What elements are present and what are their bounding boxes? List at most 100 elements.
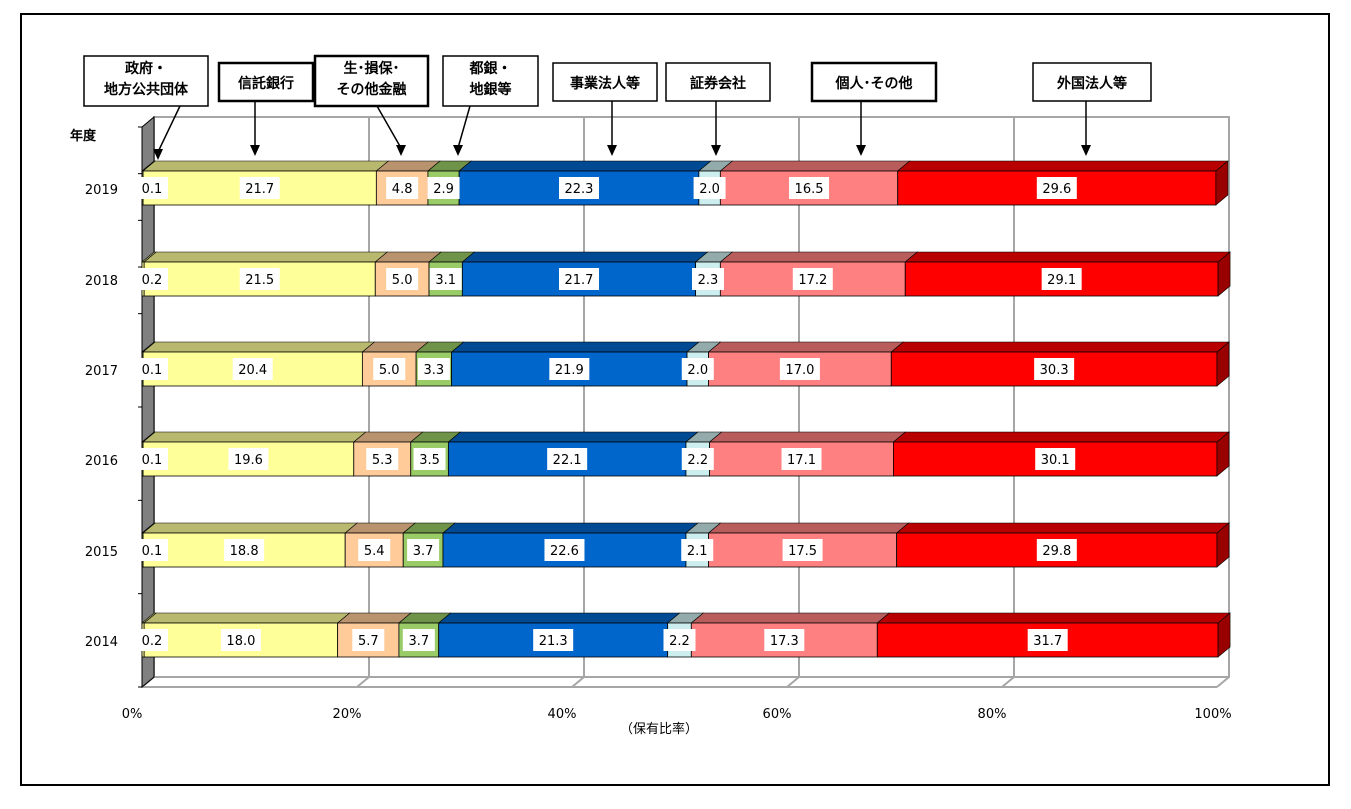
value-label-text: 29.6 <box>1042 182 1071 197</box>
value-label: 0.2 <box>136 629 168 651</box>
value-label: 3.7 <box>407 539 440 561</box>
bar-end-face <box>1216 431 1230 477</box>
value-label: 22.1 <box>547 448 588 470</box>
floor-gridline-20 <box>356 676 370 688</box>
value-label-box <box>533 629 574 651</box>
value-label-text: 5.3 <box>372 453 393 468</box>
value-label: 2.2 <box>663 629 696 651</box>
x-tick-label: 40% <box>548 707 577 722</box>
bar-top-face <box>142 160 390 172</box>
value-label-text: 4.8 <box>392 182 413 197</box>
floor-gridline-40 <box>571 676 585 688</box>
value-label: 17.0 <box>779 358 820 380</box>
bar-segment <box>142 170 377 206</box>
value-label-text: 3.7 <box>408 634 429 649</box>
value-label-box <box>232 358 273 380</box>
value-label-text: 21.9 <box>555 363 584 378</box>
value-label-box <box>136 629 168 651</box>
value-label: 3.7 <box>402 629 435 651</box>
value-label-text: 0.2 <box>142 634 163 649</box>
value-label-text: 20.4 <box>238 363 267 378</box>
value-label-box <box>781 448 822 470</box>
value-label-box <box>1034 358 1075 380</box>
value-label-text: 21.5 <box>245 273 274 288</box>
value-label: 5.3 <box>366 448 399 470</box>
legend-item: 政府・地方公共団体 <box>83 55 209 160</box>
value-label-box <box>136 539 168 561</box>
value-label: 5.0 <box>373 358 406 380</box>
bar-top-face <box>461 251 709 263</box>
value-label-text: 21.7 <box>245 182 274 197</box>
category-label: 2014 <box>85 635 118 650</box>
value-label-box <box>693 177 726 199</box>
value-label: 5.7 <box>352 629 385 651</box>
value-label: 5.0 <box>386 268 419 290</box>
value-label-text: 0.1 <box>142 453 163 468</box>
chart-frame: 2019 0.1 21.7 4.8 2.9 22.3 2.0 16.5 29.6 2018 0.2 2… <box>20 13 1330 786</box>
legend-label: 証券会社 <box>690 75 746 92</box>
value-label-text: 5.0 <box>379 363 400 378</box>
x-tick-label: 0% <box>122 707 143 722</box>
legend-label: 政府・ <box>125 60 167 77</box>
bar-top-face <box>458 160 712 172</box>
legend-arrow-head <box>453 145 463 156</box>
x-tick-label: 20% <box>333 707 362 722</box>
value-label: 22.3 <box>558 177 599 199</box>
legend-label: 都銀・ <box>469 60 512 77</box>
value-label: 17.2 <box>792 268 833 290</box>
x-tick-label: 80% <box>978 707 1007 722</box>
value-label-text: 22.6 <box>550 544 579 559</box>
bar-top-face <box>447 431 699 443</box>
value-label-box <box>239 177 280 199</box>
value-label-text: 17.1 <box>787 453 816 468</box>
value-label-text: 2.0 <box>687 363 708 378</box>
bar-top-face <box>892 431 1230 443</box>
value-label-box <box>544 539 585 561</box>
value-label-text: 19.6 <box>234 453 263 468</box>
value-label-text: 17.2 <box>798 273 827 288</box>
legend-label: その他金融 <box>337 81 407 98</box>
value-label: 22.6 <box>544 539 585 561</box>
bar-top-face <box>896 160 1229 172</box>
value-label-text: 5.0 <box>392 273 413 288</box>
value-label-text: 16.5 <box>795 182 824 197</box>
value-label: 0.1 <box>136 177 168 199</box>
bar-end-face <box>1217 251 1231 297</box>
floor-gridline-60 <box>786 676 800 688</box>
value-label-text: 2.2 <box>687 453 708 468</box>
value-label-text: 5.4 <box>364 544 385 559</box>
value-label-text: 5.7 <box>358 634 379 649</box>
legend-arrow-head <box>396 145 406 156</box>
category-label: 2016 <box>85 454 118 469</box>
bar-top-face <box>708 431 907 443</box>
value-label-text: 0.1 <box>142 182 163 197</box>
value-label: 16.5 <box>789 177 830 199</box>
value-label: 2.0 <box>681 358 714 380</box>
legend-arrow-head <box>153 149 163 160</box>
value-label-text: 0.2 <box>142 273 163 288</box>
value-label-box <box>558 268 599 290</box>
legend-box <box>442 55 539 107</box>
x-axis-title: （保有比率） <box>620 721 698 737</box>
value-label: 2.1 <box>681 539 714 561</box>
value-label-box <box>220 629 261 651</box>
value-label-box <box>681 448 714 470</box>
legend-item: 外国法人等 <box>1032 62 1152 156</box>
legend-arrow-line <box>376 105 402 149</box>
value-label: 30.1 <box>1035 448 1076 470</box>
legend-arrow-head <box>856 145 866 156</box>
bar-top-face <box>895 522 1230 534</box>
value-label-box <box>427 177 460 199</box>
value-label-box <box>407 539 440 561</box>
value-label: 2.2 <box>681 448 714 470</box>
value-label: 2.9 <box>427 177 460 199</box>
x-tick-label: 100% <box>1194 707 1231 722</box>
value-label-box <box>402 629 435 651</box>
value-label: 0.2 <box>136 268 168 290</box>
value-label-box <box>358 539 391 561</box>
value-label-box <box>136 448 168 470</box>
value-label-box <box>228 448 269 470</box>
value-label: 21.9 <box>549 358 590 380</box>
value-label-text: 21.7 <box>565 273 594 288</box>
value-label-box <box>1035 448 1076 470</box>
